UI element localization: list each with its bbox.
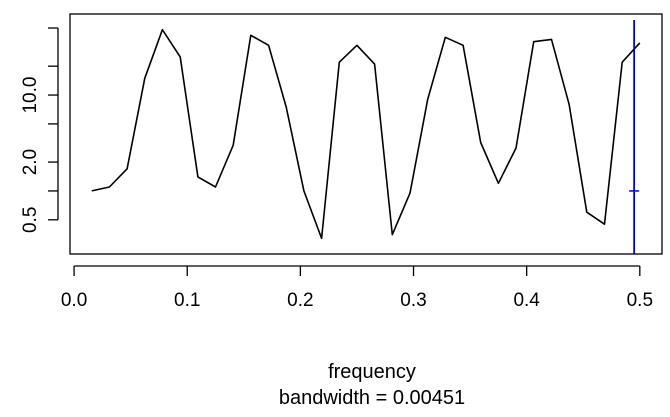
x-axis: 0.0 0.1 0.2 0.3 0.4 0.5 bbox=[61, 265, 653, 311]
x-tick-label-5: 0.5 bbox=[627, 290, 653, 311]
y-tick-label-1: 2.0 bbox=[20, 149, 41, 175]
x-tick-label-2: 0.2 bbox=[287, 290, 313, 311]
bandwidth-label: bandwidth = 0.00451 bbox=[279, 387, 465, 409]
plot-frame bbox=[69, 13, 663, 255]
y-tick-label-0: 0.5 bbox=[20, 207, 41, 233]
plot-area bbox=[91, 20, 641, 254]
x-tick-label-1: 0.1 bbox=[174, 290, 200, 311]
y-axis: 0.5 2.0 10.0 bbox=[20, 27, 59, 233]
spectrum-line bbox=[91, 28, 641, 240]
x-tick-label-4: 0.4 bbox=[513, 290, 540, 311]
y-tick-label-2: 10.0 bbox=[20, 77, 41, 114]
x-axis-title: frequency bbox=[328, 361, 416, 383]
x-tick-label-3: 0.3 bbox=[400, 290, 426, 311]
x-tick-label-0: 0.0 bbox=[61, 290, 87, 311]
